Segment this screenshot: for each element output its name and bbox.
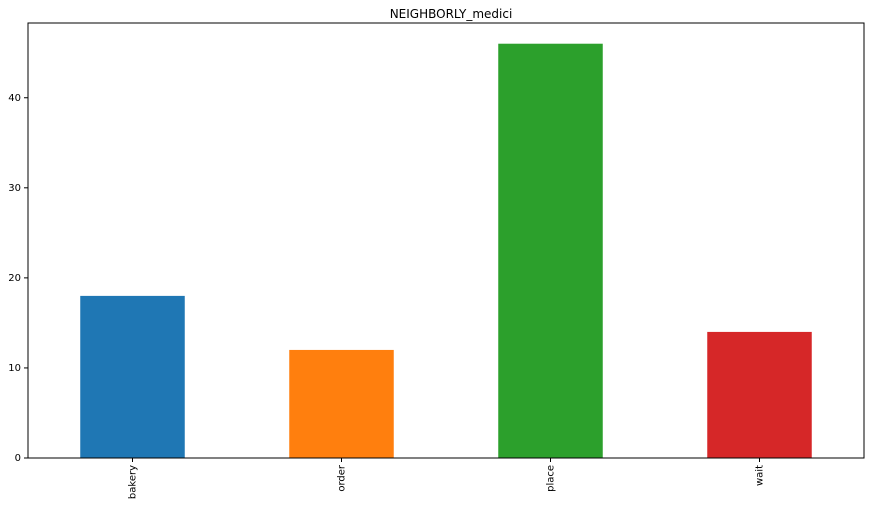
bar-place [498,43,603,459]
plot-frame [27,22,865,459]
bar-wait [707,331,812,458]
bars-group [80,43,812,459]
y-tick-label: 30 [8,183,21,194]
bar-order [289,349,394,458]
x-axis: bakery order place wait [128,458,766,499]
y-tick-label: 10 [8,363,21,374]
chart-title: NEIGHBORLY_medici [390,7,513,21]
x-tick-label: place [546,465,557,492]
y-tick-label: 0 [15,453,21,464]
y-axis: 0 10 20 30 40 [8,93,28,464]
x-tick-label: bakery [128,465,139,499]
y-tick-label: 40 [8,93,21,104]
x-tick-label: order [337,464,348,492]
bar-bakery [80,295,185,458]
x-tick-label: wait [755,465,766,486]
y-tick-label: 20 [8,273,21,284]
